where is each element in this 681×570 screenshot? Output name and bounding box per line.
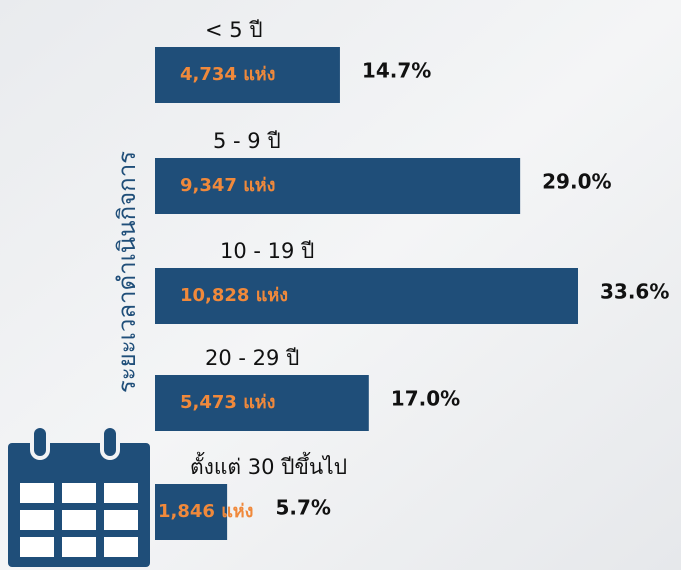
category-label: 20 - 29 ปี	[205, 346, 299, 370]
bar	[155, 158, 521, 214]
percent-label: 29.0%	[542, 170, 611, 194]
value-label: 1,846 แห่ง	[158, 501, 253, 522]
category-label: < 5 ปี	[205, 18, 263, 42]
percent-label: 33.6%	[600, 280, 669, 304]
bar	[155, 484, 228, 540]
value-label: 9,347 แห่ง	[180, 175, 275, 196]
percent-label: 5.7%	[275, 496, 330, 520]
value-label: 10,828 แห่ง	[180, 285, 288, 306]
category-label: 5 - 9 ปี	[213, 129, 281, 153]
bar	[155, 268, 578, 324]
calendar-icon	[8, 424, 150, 567]
y-axis-label: ระยะเวลาดำเนินกิจการ	[113, 151, 141, 393]
value-label: 5,473 แห่ง	[180, 392, 275, 413]
bar	[155, 375, 369, 431]
bar	[155, 47, 340, 103]
percent-label: 17.0%	[391, 387, 460, 411]
category-label: ตั้งแต่ 30 ปีขึ้นไป	[190, 452, 347, 479]
category-label: 10 - 19 ปี	[220, 239, 314, 263]
value-label: 4,734 แห่ง	[180, 64, 275, 85]
percent-label: 14.7%	[362, 59, 431, 83]
